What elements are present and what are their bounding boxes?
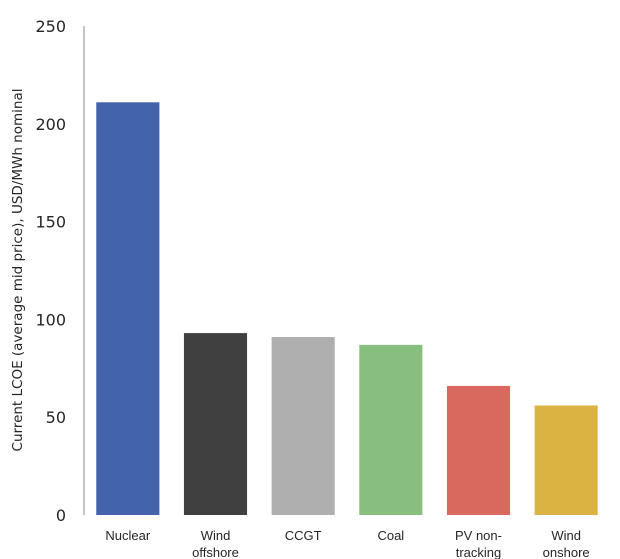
bar: [446, 385, 511, 515]
bar: [96, 102, 160, 515]
bar: [183, 333, 248, 515]
y-tick-label: 50: [46, 408, 66, 427]
bar: [359, 344, 423, 515]
x-tick-label: Wind offshore: [192, 528, 239, 559]
x-tick-label: Nuclear: [105, 528, 150, 543]
x-tick-label: Wind onshore: [543, 528, 590, 559]
y-axis-title: Current LCOE (average mid price), USD/MW…: [10, 89, 26, 452]
y-tick-label: 100: [35, 310, 66, 329]
x-tick-label: CCGT: [285, 528, 322, 543]
x-axis-labels: Nuclear Wind offshore CCGT Coal PV non-tracki…: [105, 528, 589, 559]
y-tick-label: 250: [35, 17, 66, 36]
bar: [534, 405, 598, 515]
bars: [96, 102, 598, 515]
y-tick-label: 200: [35, 115, 66, 134]
y-axis: 0 50 100 150 200 250: [35, 17, 85, 525]
y-tick-label: 150: [35, 213, 66, 232]
y-tick-label: 0: [56, 506, 66, 525]
bar: [271, 337, 335, 515]
x-tick-label: PV non-tracking: [455, 528, 502, 559]
x-tick-label: Coal: [377, 528, 404, 543]
